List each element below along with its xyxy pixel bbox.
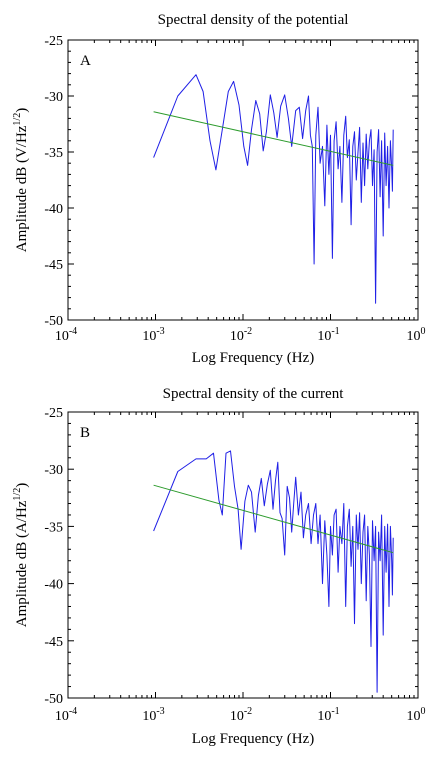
- y-tick-label: -25: [44, 34, 63, 49]
- spectrum-line: [153, 74, 394, 304]
- x-axis-label: Log Frequency (Hz): [192, 350, 314, 366]
- y-tick-label: -30: [44, 90, 63, 105]
- y-tick-label: -40: [44, 578, 63, 593]
- chart-panel-a: Spectral density of the potential -50 -45 -…: [12, 12, 426, 366]
- x-tick-label: 10-4: [55, 326, 77, 344]
- x-tick-label: 100: [407, 326, 426, 344]
- x-tick-label: 10-2: [230, 326, 252, 344]
- y-tick-label: -50: [44, 314, 63, 329]
- y-tick-label: -45: [44, 635, 63, 650]
- y-tick-label: -35: [44, 146, 63, 161]
- x-tick-label: 10-1: [317, 326, 339, 344]
- x-tick-label: 10-3: [142, 326, 164, 344]
- x-tick-label: 10-4: [55, 706, 77, 724]
- chart-title: Spectral density of the current: [163, 386, 345, 402]
- y-axis-label: Amplitude dB (A/Hz1/2): [12, 483, 30, 627]
- y-tick-label: -25: [44, 406, 63, 421]
- x-tick-label: 10-2: [230, 706, 252, 724]
- y-tick-label: -35: [44, 520, 63, 535]
- x-tick-label: 10-1: [317, 706, 339, 724]
- trend-line: [153, 484, 394, 554]
- spectrum-line: [153, 450, 394, 693]
- x-axis-label: Log Frequency (Hz): [192, 731, 314, 747]
- y-tick-label: -30: [44, 463, 63, 478]
- y-tick-label: -45: [44, 258, 63, 273]
- x-tick-label: 10-3: [142, 706, 164, 724]
- y-tick-label: -50: [44, 692, 63, 707]
- chart-title: Spectral density of the potential: [158, 12, 349, 28]
- plot-frame: [67, 39, 419, 321]
- trend-line: [153, 111, 394, 166]
- y-tick-label: -40: [44, 202, 63, 217]
- chart-panel-b: Spectral density of the current -50 -45 -40…: [12, 386, 426, 747]
- y-axis-label: Amplitude dB (V/Hz1/2): [12, 108, 30, 252]
- panel-label: B: [80, 425, 90, 441]
- x-tick-label: 100: [407, 706, 426, 724]
- panel-label: A: [80, 53, 91, 69]
